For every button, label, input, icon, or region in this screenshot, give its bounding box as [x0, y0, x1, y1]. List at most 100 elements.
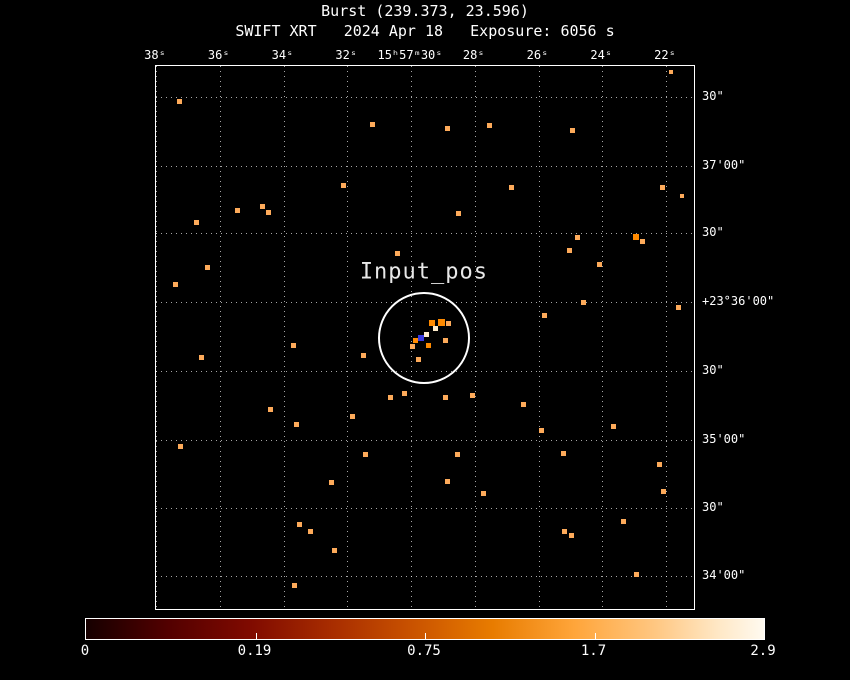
photon-pixel: [633, 233, 640, 240]
photon-pixel: [444, 478, 450, 484]
photon-pixel: [268, 407, 274, 413]
colorbar-tick-mark: [594, 633, 596, 639]
input-position-circle: [377, 292, 470, 385]
grid-line-horizontal: [156, 508, 694, 510]
grid-line-vertical: [283, 66, 285, 609]
photon-pixel: [470, 392, 476, 398]
photon-pixel: [610, 424, 616, 430]
grid-line-horizontal: [156, 233, 694, 235]
ra-tick-label: 38ˢ: [144, 48, 166, 62]
photon-pixel: [387, 395, 393, 401]
photon-pixel: [633, 571, 639, 577]
grid-line-horizontal: [156, 96, 694, 98]
ra-tick-label: 28ˢ: [462, 48, 485, 62]
photon-pixel: [443, 395, 449, 401]
ra-tick-label: 32ˢ: [335, 48, 358, 62]
photon-pixel: [444, 126, 450, 132]
photon-pixel: [639, 238, 645, 244]
photon-pixel: [178, 444, 184, 450]
photon-pixel: [520, 402, 526, 408]
photon-pixel: [260, 204, 266, 210]
photon-pixel: [596, 261, 602, 267]
photon-pixel: [668, 69, 673, 74]
colorbar-tick-label: 0.19: [237, 643, 272, 659]
photon-pixel: [580, 299, 586, 305]
dec-tick-label: +23°36'00": [702, 294, 775, 309]
ra-tick-label: 24ˢ: [590, 48, 613, 62]
photon-pixel: [481, 490, 487, 496]
photon-pixel: [660, 488, 666, 494]
colorbar-tick-label: 0.75: [407, 643, 441, 659]
photon-pixel: [574, 235, 580, 241]
dec-tick-label: 34'00": [702, 568, 746, 583]
photon-pixel: [362, 452, 368, 458]
photon-pixel: [487, 123, 493, 129]
photon-pixel: [360, 353, 366, 359]
photon-pixel: [297, 521, 303, 527]
photon-pixel: [676, 304, 682, 310]
grid-line-vertical: [156, 66, 157, 609]
grid-line-vertical: [666, 66, 668, 609]
photon-pixel: [291, 582, 297, 588]
photon-pixel: [569, 128, 575, 134]
figure-subtitle: SWIFT XRT 2024 Apr 18 Exposure: 6056 s: [235, 22, 615, 40]
photon-pixel: [293, 422, 299, 428]
photon-pixel: [567, 247, 573, 253]
photon-pixel: [349, 414, 355, 420]
grid-line-vertical: [474, 66, 476, 609]
photon-pixel: [560, 451, 566, 457]
dec-tick-label: 30": [702, 362, 724, 377]
photon-pixel: [176, 99, 182, 105]
photon-pixel: [568, 532, 574, 538]
grid-line-vertical: [219, 66, 221, 609]
ra-tick-label: 22ˢ: [654, 48, 676, 62]
photon-pixel: [656, 462, 662, 468]
sky-image-plot: Input_pos: [155, 65, 695, 610]
photon-pixel: [199, 354, 205, 360]
ra-tick-label: 34ˢ: [271, 48, 294, 62]
dec-tick-label: 30": [702, 88, 724, 103]
grid-line-horizontal: [156, 439, 694, 441]
photon-pixel: [456, 211, 462, 217]
figure-title: Burst (239.373, 23.596): [321, 2, 529, 20]
grid-line-vertical: [538, 66, 540, 609]
photon-pixel: [235, 207, 241, 213]
ra-tick-label: 15ʰ57ᵐ30ˢ: [377, 48, 443, 62]
grid-line-vertical: [602, 66, 604, 609]
grid-line-horizontal: [156, 576, 694, 578]
photon-pixel: [509, 185, 515, 191]
photon-pixel: [265, 210, 271, 216]
dec-tick-label: 30": [702, 500, 724, 515]
photon-pixel: [659, 185, 665, 191]
colorbar-tick-label: 0: [80, 643, 90, 659]
photon-pixel: [205, 264, 211, 270]
dec-tick-label: 37'00": [702, 157, 746, 172]
photon-pixel: [307, 528, 313, 534]
photon-pixel: [561, 528, 567, 534]
photon-pixel: [621, 519, 627, 525]
photon-pixel: [455, 452, 461, 458]
colorbar-tick-label: 2.9: [750, 643, 776, 659]
photon-pixel: [331, 547, 337, 553]
grid-line-vertical: [347, 66, 349, 609]
dec-tick-label: 35'00": [702, 431, 746, 446]
grid-line-horizontal: [156, 165, 694, 167]
photon-pixel: [680, 194, 685, 199]
photon-pixel: [369, 122, 375, 128]
ra-tick-label: 26ˢ: [526, 48, 549, 62]
colorbar-tick-label: 1.7: [580, 643, 607, 659]
dec-tick-label: 30": [702, 225, 724, 240]
photon-pixel: [194, 219, 200, 225]
photon-pixel: [340, 182, 346, 188]
photon-pixel: [328, 479, 334, 485]
input-position-label: Input_pos: [359, 259, 489, 285]
colorbar-tick-mark: [425, 633, 426, 639]
photon-pixel: [394, 250, 400, 256]
photon-pixel: [401, 391, 407, 397]
photon-pixel: [173, 281, 179, 287]
photon-pixel: [291, 342, 297, 348]
colorbar-tick-mark: [255, 633, 257, 639]
ra-tick-label: 36ˢ: [207, 48, 230, 62]
photon-pixel: [541, 312, 547, 318]
colorbar: [85, 618, 765, 640]
